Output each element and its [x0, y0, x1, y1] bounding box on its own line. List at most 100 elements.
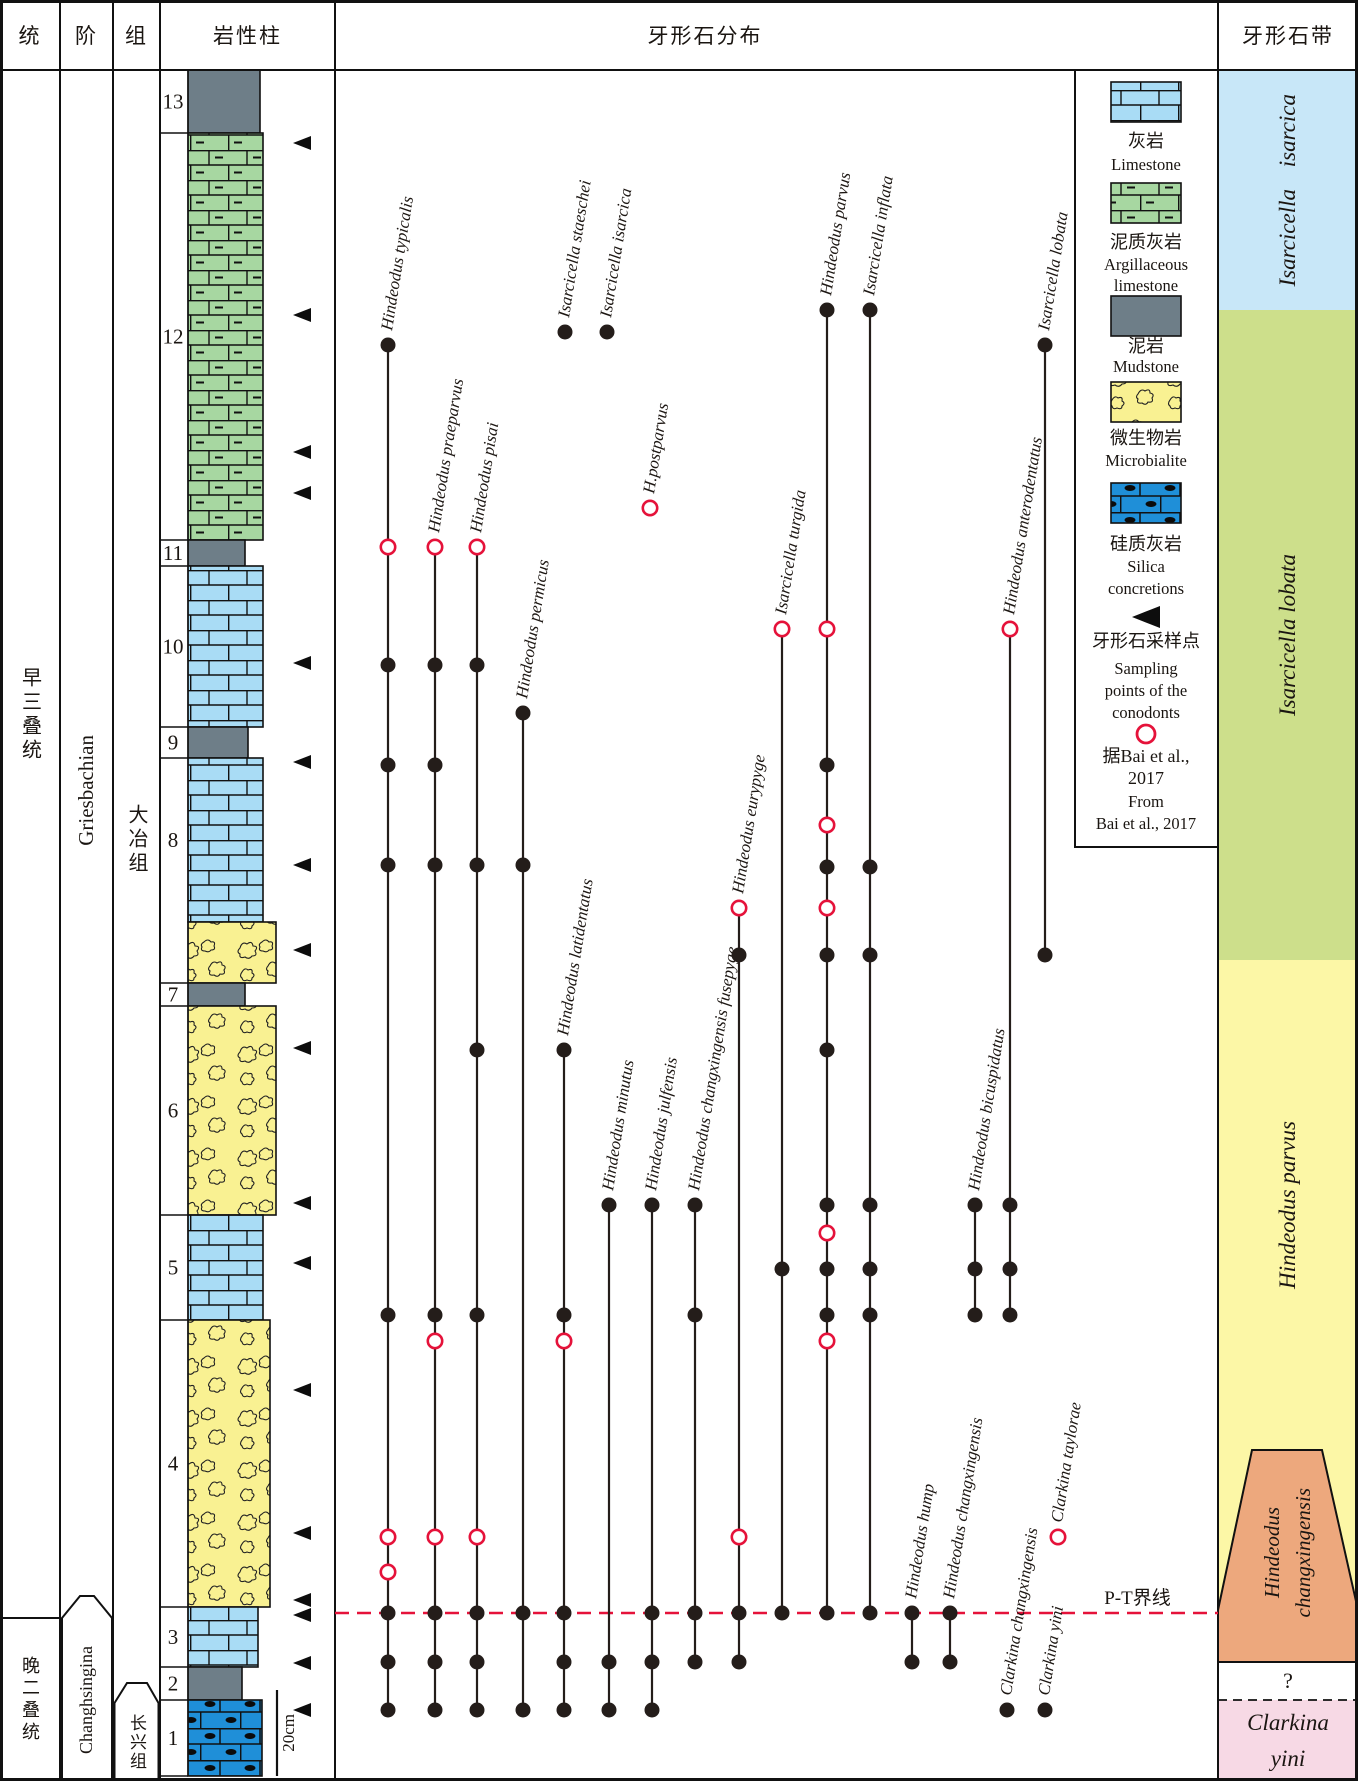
occurrence-dot	[904, 1654, 920, 1670]
lithology-column: 13 12 11 10 9 8 7 6 5 4 3 2 1	[160, 69, 311, 1777]
sampling-triangle-icon	[1132, 606, 1160, 628]
bed-number-9: 9	[168, 731, 179, 755]
bed-number-12: 12	[163, 325, 184, 349]
sample-point-triangle	[293, 1656, 311, 1670]
occurrence-dot	[731, 947, 747, 963]
zone-label-yini-line2: yini	[1270, 1746, 1306, 1771]
legend-en-text: limestone	[1114, 276, 1178, 295]
sample-point-triangle	[293, 1383, 311, 1397]
legend-item-microbialite-swatch: 微生物岩 Microbialite	[1105, 381, 1187, 470]
bed-9-mudstone	[187, 726, 249, 759]
system-early-triassic: 早三叠统	[18, 667, 41, 763]
formation-changxing-box	[113, 1682, 160, 1780]
species-label-hindeodus-pisai: Hindeodus pisai	[466, 421, 502, 535]
legend-item-bai-circle-icon: 据Bai et al.,2017 From Bai et al., 2017	[1096, 723, 1196, 833]
zone-label-unknown: ?	[1283, 1668, 1293, 1693]
species-hindeodus-minutus: Hindeodus minutus	[598, 1058, 638, 1718]
occurrence-dot	[819, 1605, 835, 1621]
occurrence-dot	[515, 705, 531, 721]
species-clarkina-yini: Clarkina yini	[1034, 1604, 1067, 1718]
bed-13-mudstone	[187, 69, 261, 134]
occurrence-dot	[862, 859, 878, 875]
species-hindeodus-latidentatus: Hindeodus latidentatus	[553, 877, 597, 1718]
occurrence-circle-bai2017	[555, 1332, 573, 1350]
sample-point-triangle	[293, 308, 311, 322]
occurrence-dot	[819, 302, 835, 318]
species-hindeodus-pisai: Hindeodus pisai	[466, 421, 502, 1718]
occurrence-circle-bai2017	[426, 1332, 444, 1350]
legend-en-text: Microbialite	[1105, 451, 1187, 470]
sample-point-triangle	[293, 656, 311, 670]
occurrence-dot	[862, 1605, 878, 1621]
bed-6-microbialite	[187, 1005, 277, 1216]
species-label-hindeodus-eurypyge: Hindeodus eurypyge	[728, 753, 769, 896]
occurrence-dot	[427, 657, 443, 673]
species-label-isarcicella-isarcica: Isarcicella isarcica	[596, 187, 635, 320]
occurrence-dot	[731, 1605, 747, 1621]
bed-number-2: 2	[168, 1672, 179, 1696]
zone-label-lobata: Isarcicella lobata	[1275, 553, 1300, 717]
sample-point-triangle	[293, 486, 311, 500]
bed-number-8: 8	[168, 828, 179, 852]
occurrence-dot	[819, 859, 835, 875]
occurrence-dot	[427, 857, 443, 873]
species-label-hindeodus-anterodentatus: Hindeodus anterodentatus	[999, 435, 1046, 616]
pt-boundary-label: P-T界线	[1104, 1587, 1171, 1609]
occurrence-dot	[1037, 337, 1053, 353]
zone-label-changxingensis-line2: changxingensis	[1291, 1487, 1315, 1618]
sample-point-triangle	[293, 1526, 311, 1540]
header-system: 统	[18, 24, 42, 48]
species-label-hindeodus-latidentatus: Hindeodus latidentatus	[553, 877, 597, 1038]
occurrence-circle-bai2017	[1001, 620, 1019, 638]
occurrence-dot	[862, 1197, 878, 1213]
species-hindeodus-permicus: Hindeodus permicus	[512, 558, 553, 1718]
legend-cn-text: 2017	[1128, 768, 1164, 788]
bed-12-argillaceous	[187, 132, 264, 541]
species-label-hindeodus-praeparvus: Hindeodus praeparvus	[424, 377, 467, 535]
occurrence-dot	[380, 857, 396, 873]
occurrence-dot	[644, 1605, 660, 1621]
species-label-hindeodus-permicus: Hindeodus permicus	[512, 558, 553, 701]
species-label-hindeodus-julfensis: Hindeodus julfensis	[641, 1055, 681, 1192]
header-distribution: 牙形石分布	[647, 24, 763, 48]
species-hindeodus-praeparvus: Hindeodus praeparvus	[424, 377, 467, 1718]
occurrence-dot	[731, 1654, 747, 1670]
system-late-permian: 晚二叠统	[20, 1655, 40, 1744]
occurrence-dot	[862, 947, 878, 963]
species-label-clarkina-changxingensis: Clarkina changxingensis	[996, 1526, 1041, 1697]
bed-number-10: 10	[163, 635, 184, 659]
occurrence-dot	[1002, 1197, 1018, 1213]
species-label-hindeodus-minutus: Hindeodus minutus	[598, 1058, 638, 1192]
occurrence-circle-bai2017	[818, 1224, 836, 1242]
legend-item-sampling-triangle-icon: 牙形石采样点 Sampling points of the conodonts	[1092, 606, 1200, 722]
legend-cn-text: 牙形石采样点	[1092, 631, 1200, 651]
species-label-hindeodus-hump: Hindeodus hump	[901, 1482, 938, 1600]
occurrence-circle-bai2017	[468, 538, 486, 556]
occurrence-dot	[427, 1307, 443, 1323]
sample-point-triangle	[293, 445, 311, 459]
legend-item-limestone-swatch: 灰岩 Limestone	[1110, 81, 1182, 174]
species-label-clarkina-taylorae: Clarkina taylorae	[1047, 1400, 1085, 1523]
legend-en-text: Argillaceous	[1104, 255, 1188, 274]
occurrence-dot	[515, 857, 531, 873]
zone-label-changxingensis-line1: Hindeodus	[1260, 1507, 1284, 1598]
species-label-hindeodus-parvus: Hindeodus parvus	[816, 171, 854, 298]
sample-point-triangle	[293, 1196, 311, 1210]
occurrence-dot	[427, 1654, 443, 1670]
occurrence-dot	[556, 1702, 572, 1718]
header-lithology: 岩性柱	[213, 24, 282, 48]
occurrence-circle-bai2017	[730, 899, 748, 917]
species-label-isarcicella-lobata: Isarcicella lobata	[1034, 210, 1072, 332]
occurrence-dot	[644, 1197, 660, 1213]
occurrence-dot	[1002, 1261, 1018, 1277]
header-stage: 阶	[75, 24, 98, 48]
sample-point-triangle	[293, 1703, 311, 1717]
zone-yini	[1218, 1700, 1358, 1781]
species-isarcicella-turgida: Isarcicella turgida	[771, 488, 810, 1621]
bed-2-mudstone	[187, 1666, 243, 1701]
legend-item-argillaceous-limestone-swatch: 泥质灰岩 Argillaceous limestone	[1104, 182, 1188, 295]
species-hindeodus-hump: Hindeodus hump	[901, 1482, 938, 1670]
occurrence-circle-bai2017	[379, 1563, 397, 1581]
